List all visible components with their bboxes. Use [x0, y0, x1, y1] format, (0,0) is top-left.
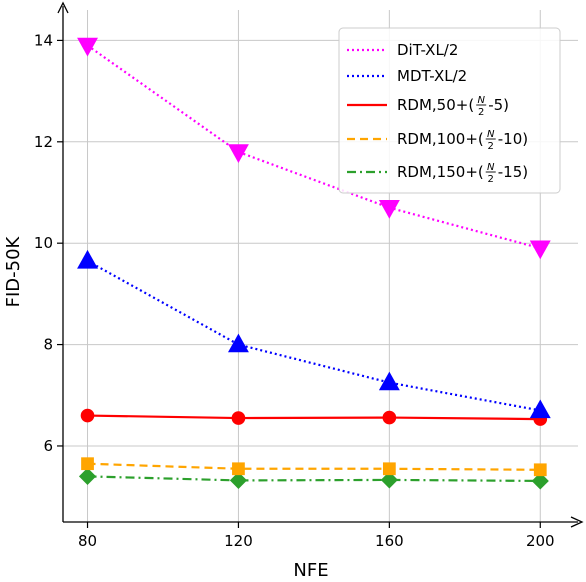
data-point	[229, 471, 248, 490]
data-point	[529, 240, 551, 260]
legend-box	[338, 27, 561, 194]
x-tick-label: 160	[375, 532, 404, 550]
legend-label: RDM,50+(	[397, 96, 474, 114]
legend-label-suffix: -5)	[488, 96, 509, 114]
data-point	[77, 249, 98, 269]
y-tick-label: 10	[34, 234, 53, 252]
legend-label: DiT-XL/2	[397, 41, 458, 59]
y-axis-title: FID-50K	[3, 235, 24, 307]
y-axis-arrow	[57, 1, 69, 14]
y-tick-label: 8	[43, 336, 53, 354]
data-point	[378, 371, 400, 391]
x-tick-label: 200	[526, 532, 555, 550]
legend-label-suffix: -15)	[498, 163, 528, 181]
legend-fraction-numerator: N	[487, 162, 495, 173]
legend-fraction-denominator: 2	[488, 141, 494, 152]
y-tick-label: 6	[43, 437, 53, 455]
data-point	[531, 472, 549, 490]
data-point	[378, 200, 400, 219]
data-point	[81, 457, 94, 471]
series-line	[87, 414, 541, 421]
legend-fraction-numerator: N	[477, 95, 485, 106]
data-point	[533, 463, 547, 477]
data-point	[78, 467, 97, 485]
series-layer	[77, 37, 551, 490]
data-point	[382, 462, 396, 476]
data-point	[231, 411, 246, 425]
legend-label: RDM,150+(	[397, 163, 484, 181]
data-point	[80, 408, 95, 423]
data-point	[529, 399, 551, 419]
legend-label-suffix: -10)	[498, 130, 528, 148]
series-line	[87, 462, 541, 471]
legend-label: RDM,100+(	[397, 130, 484, 148]
tick-labels: 80 120 160 200 6 8 10 12 14	[34, 31, 555, 550]
legend-fraction-numerator: N	[487, 129, 495, 140]
data-point	[232, 462, 245, 476]
series-line	[86, 44, 541, 250]
data-point	[227, 333, 249, 353]
data-point	[227, 144, 249, 163]
legend-fraction-denominator: 2	[488, 174, 494, 185]
axes	[57, 1, 584, 528]
data-point	[77, 37, 98, 57]
y-tick-label: 14	[34, 31, 53, 49]
x-tick-label: 80	[78, 532, 97, 550]
data-point	[380, 471, 398, 489]
x-tick-label: 120	[224, 532, 253, 550]
series-line	[87, 475, 541, 483]
y-tick-label: 12	[34, 133, 53, 151]
legend-fraction-denominator: 2	[478, 107, 484, 118]
x-axis-arrow	[570, 516, 584, 528]
data-point	[382, 410, 397, 425]
legend-label: MDT-XL/2	[397, 67, 467, 85]
series-line	[86, 259, 541, 412]
x-axis-title: NFE	[293, 560, 328, 581]
